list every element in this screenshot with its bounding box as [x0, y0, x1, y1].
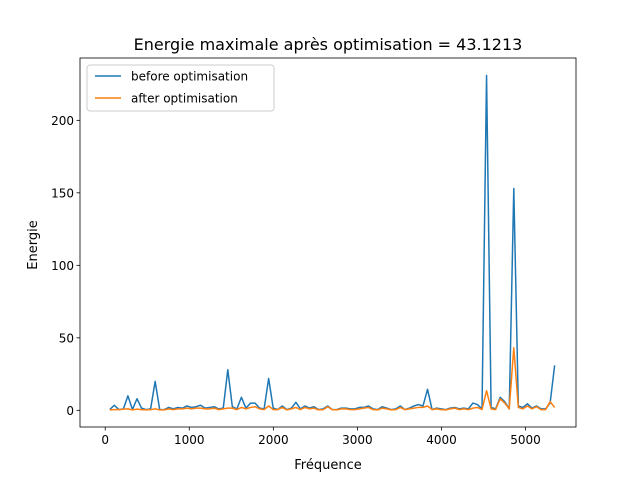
y-tick-label: 100 [51, 259, 74, 273]
legend-label-before: before optimisation [131, 70, 248, 84]
legend-box [86, 64, 275, 112]
series-line-after [109, 347, 556, 411]
x-tick-label: 3000 [342, 433, 373, 447]
y-tick-label: 200 [51, 114, 74, 128]
y-tick-label: 0 [66, 404, 74, 418]
legend-label-after: after optimisation [131, 92, 238, 106]
x-tick-label: 2000 [258, 433, 289, 447]
plot-area: 0 1000 2000 3000 4000 5000 0 50 100 150 200 [51, 57, 577, 447]
x-tick-label: 5000 [510, 433, 541, 447]
y-axis-label: Energie [26, 220, 41, 269]
x-tick-label: 4000 [426, 433, 457, 447]
y-tick-label: 150 [51, 186, 74, 200]
x-axis-label: Fréquence [294, 458, 361, 473]
axes-frame [79, 57, 577, 428]
x-tick-label: 0 [101, 433, 109, 447]
x-tick-label: 1000 [174, 433, 205, 447]
chart-title: Energie maximale après optimisation = 43… [134, 35, 523, 54]
y-tick-label: 50 [59, 331, 74, 345]
legend: before optimisation after optimisation [86, 64, 275, 112]
